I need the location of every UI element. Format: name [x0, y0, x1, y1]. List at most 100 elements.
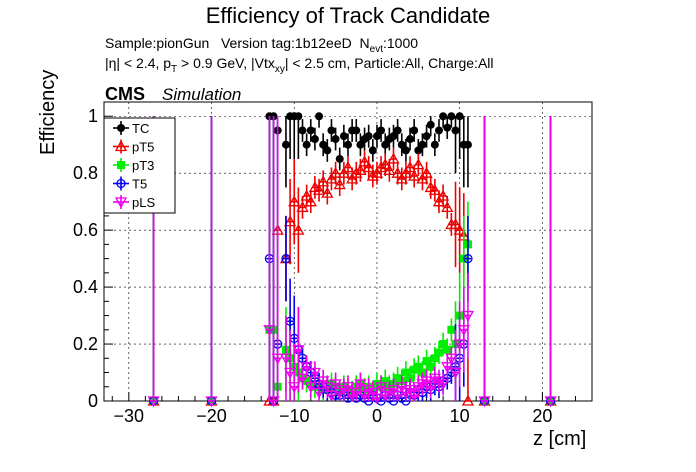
point-tc — [426, 120, 435, 129]
point-pls — [374, 382, 388, 394]
point-pt3 — [422, 357, 431, 366]
point-pls — [288, 382, 301, 394]
point-pt5 — [461, 394, 475, 406]
point-pt3 — [381, 377, 390, 386]
point-pt5 — [432, 195, 446, 207]
point-pt5 — [333, 178, 346, 190]
point-pt3 — [443, 345, 452, 354]
y-tick-label: 1 — [88, 106, 98, 126]
legend-label-pt5: pT5 — [132, 140, 154, 155]
point-pt5 — [449, 218, 462, 230]
point-tc — [352, 126, 361, 135]
point-pls — [445, 353, 458, 365]
point-tc — [439, 112, 448, 121]
point-pt5 — [283, 215, 297, 227]
point-tc — [331, 135, 340, 144]
point-pls — [366, 387, 379, 399]
point-pls — [312, 387, 326, 399]
point-pt5 — [300, 189, 313, 201]
point-tc — [335, 154, 344, 163]
x-tick-label: −20 — [196, 406, 227, 426]
point-pt5 — [379, 158, 392, 170]
point-pls — [437, 379, 450, 391]
point-tc — [344, 140, 352, 149]
point-pt5 — [399, 166, 413, 178]
point-pls — [271, 353, 284, 365]
point-tc — [447, 112, 456, 121]
point-pls — [300, 362, 313, 374]
point-pt3 — [434, 348, 443, 357]
y-tick-label: 0.8 — [73, 163, 98, 183]
sample-info: Sample:pionGun Version tag:1b12eeD Nevt:… — [105, 35, 418, 55]
legend-marker-tc — [117, 124, 125, 132]
point-pt5 — [346, 172, 359, 184]
x-tick-label: 0 — [372, 406, 382, 426]
point-pls — [296, 373, 309, 385]
version-label: Version tag:1b12eeD — [220, 35, 352, 51]
point-pt5 — [362, 161, 375, 173]
point-tc — [434, 126, 443, 135]
point-pt5 — [312, 183, 326, 195]
point-tc — [389, 132, 398, 141]
point-pt5 — [408, 169, 421, 181]
point-tc — [418, 140, 427, 149]
point-t5 — [281, 253, 291, 264]
point-pt5 — [325, 172, 338, 184]
point-pt5 — [370, 166, 384, 178]
x-axis-label: z [cm] — [533, 428, 587, 450]
point-pt5 — [395, 172, 408, 184]
point-tc — [463, 140, 472, 149]
point-pls — [354, 379, 367, 391]
point-pls — [544, 396, 557, 408]
point-pls — [461, 310, 475, 322]
point-pls — [205, 396, 218, 408]
point-pls — [292, 345, 305, 357]
point-pt5 — [403, 161, 417, 173]
x-tick-label: −10 — [279, 406, 310, 426]
legend-label-pls: pLS — [132, 195, 155, 210]
point-pls — [408, 390, 421, 402]
point-pt3 — [410, 365, 419, 374]
cuts-info: |η| < 2.4, pT > 0.9 GeV, |Vtxxy| < 2.5 c… — [105, 55, 494, 75]
point-pls — [358, 390, 371, 402]
point-pt5 — [288, 195, 301, 207]
point-tc — [323, 146, 332, 155]
point-pt3 — [439, 340, 448, 349]
point-pls — [395, 382, 408, 394]
point-tc — [298, 126, 307, 135]
point-pls — [321, 382, 334, 394]
point-pt5 — [420, 166, 433, 178]
point-pls — [267, 396, 280, 408]
legend-label-t5: T5 — [132, 177, 147, 192]
point-pt3 — [393, 374, 402, 383]
point-pt5 — [453, 223, 466, 235]
point-t5 — [463, 253, 473, 264]
point-pt5 — [341, 161, 355, 173]
chart-title: Efficiency of Track Candidate — [205, 3, 491, 28]
point-pls — [424, 382, 437, 394]
point-tc — [393, 126, 402, 135]
point-tc — [410, 126, 419, 135]
y-tick-label: 0.2 — [73, 334, 98, 354]
point-pt5 — [412, 158, 425, 170]
point-pt3 — [430, 354, 439, 363]
point-tc — [401, 146, 410, 155]
point-pls — [478, 396, 491, 408]
point-tc — [377, 126, 386, 135]
point-pls — [403, 384, 417, 396]
point-pls — [147, 396, 160, 408]
y-tick-label: 0.4 — [73, 277, 98, 297]
point-pt5 — [387, 152, 400, 164]
legend-marker-pt5 — [114, 140, 128, 152]
point-pt5 — [304, 195, 317, 207]
point-tc — [302, 140, 311, 149]
nevt-label: N — [359, 35, 370, 51]
point-pls — [308, 367, 322, 379]
point-tc — [281, 140, 290, 149]
cuts-a-sub: T — [171, 63, 178, 75]
simulation-label: Simulation — [162, 85, 242, 104]
point-pls — [350, 387, 363, 399]
legend-marker-t5 — [116, 178, 126, 189]
point-pls — [441, 362, 454, 374]
